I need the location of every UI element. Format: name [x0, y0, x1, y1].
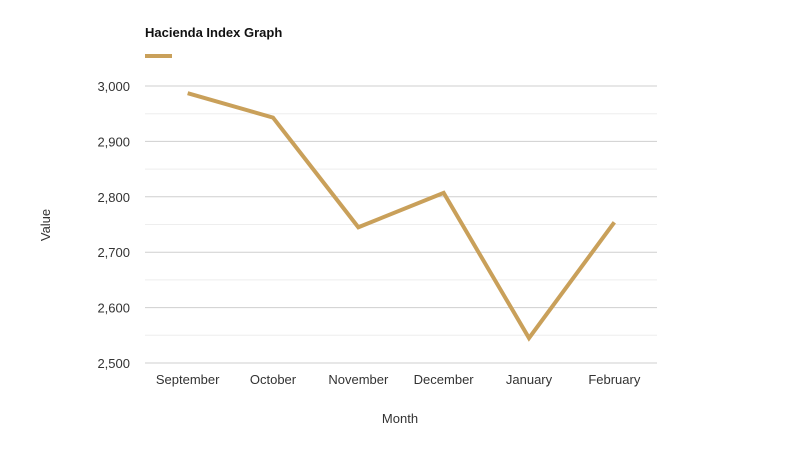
grid-lines — [145, 85, 657, 364]
series-line — [187, 91, 616, 342]
x-tick-label: November — [328, 372, 389, 387]
y-axis-ticks: 2,500 2,600 2,700 2,800 2,900 3,000 — [97, 79, 130, 371]
y-tick-label: 2,700 — [97, 245, 130, 260]
x-tick-label: January — [506, 372, 553, 387]
y-tick-label: 2,500 — [97, 356, 130, 371]
x-tick-label: February — [588, 372, 641, 387]
y-tick-label: 2,800 — [97, 190, 130, 205]
y-tick-label: 2,600 — [97, 301, 130, 316]
x-axis-title: Month — [382, 411, 418, 426]
y-axis-title: Value — [38, 209, 53, 241]
x-tick-label: December — [414, 372, 475, 387]
x-tick-label: September — [156, 372, 220, 387]
chart-title: Hacienda Index Graph — [145, 25, 282, 40]
x-tick-label: October — [250, 372, 297, 387]
y-tick-label: 3,000 — [97, 79, 130, 94]
x-axis-ticks: September October November December January F… — [156, 372, 641, 387]
y-tick-label: 2,900 — [97, 134, 130, 149]
series-group — [187, 91, 616, 342]
